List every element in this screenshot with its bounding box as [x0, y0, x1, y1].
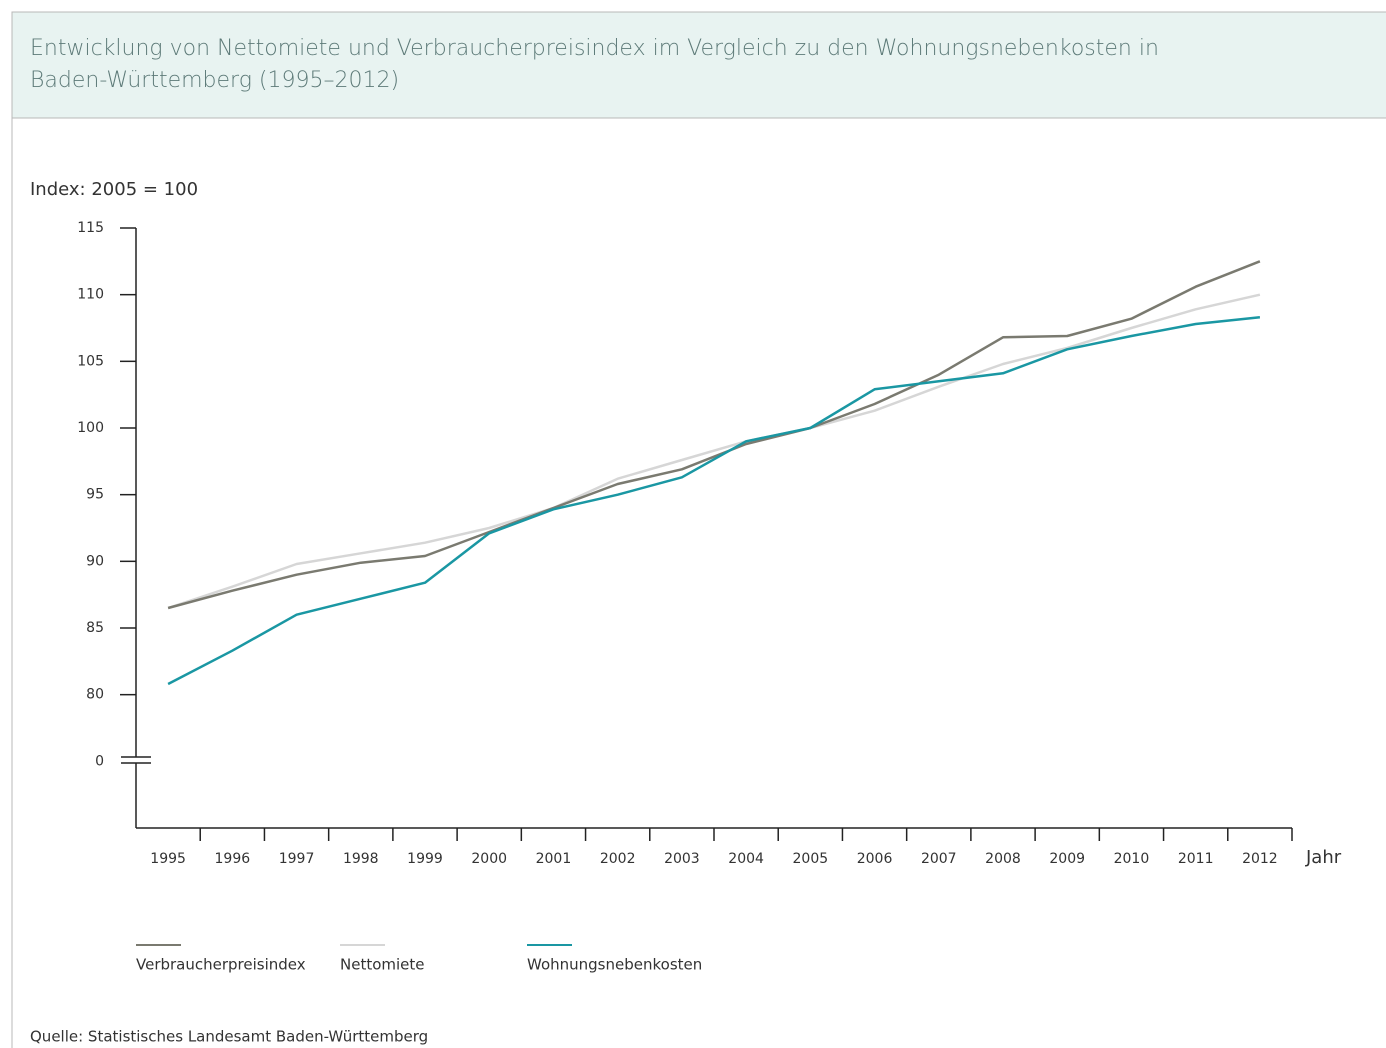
y-tick-label: 85 [86, 620, 104, 636]
line [167, 260, 1261, 610]
y-tick-label: 95 [86, 487, 104, 503]
x-axis-label: Jahr [1305, 847, 1342, 868]
x-tick-label: 2006 [857, 851, 893, 867]
x-tick-label: 1995 [150, 851, 186, 867]
header-band [11, 11, 1386, 119]
x-tick-label: 2008 [985, 851, 1021, 867]
x-tick-label: 2002 [600, 851, 636, 867]
x-tick-label: 1997 [279, 851, 315, 867]
x-tick-label: 2001 [536, 851, 572, 867]
x-tick-label: 1999 [407, 851, 443, 867]
x-tick-label: 2005 [793, 851, 829, 867]
x-tick-label: 1996 [215, 851, 251, 867]
axis-break-gap [128, 757, 144, 763]
x-tick-label: 2009 [1049, 851, 1085, 867]
line [167, 316, 1261, 686]
y-tick-label: 0 [95, 753, 104, 769]
x-tick-label: 2003 [664, 851, 700, 867]
y-axis-label: Index: 2005 = 100 [30, 179, 198, 200]
x-tick-label: 2011 [1178, 851, 1214, 867]
y-tick-label: 80 [86, 687, 104, 703]
x-tick-label: 2000 [471, 851, 507, 867]
chart-title: Entwicklung von Nettomiete und Verbrauch… [30, 36, 1159, 93]
y-tick-label: 100 [77, 420, 104, 436]
x-tick-label: 2010 [1114, 851, 1150, 867]
y-tick-label: 110 [77, 287, 104, 303]
x-tick-label: 2007 [921, 851, 957, 867]
x-tick-label: 1998 [343, 851, 379, 867]
x-tick-label: 2004 [728, 851, 764, 867]
legend-label: Wohnungsnebenkosten [527, 956, 702, 974]
y-tick-label: 115 [77, 220, 104, 236]
line [167, 293, 1261, 610]
y-tick-label: 90 [86, 553, 104, 569]
y-tick-label: 105 [77, 353, 104, 369]
legend-label: Verbraucherpreisindex [136, 956, 306, 974]
source: Quelle: Statistisches Landesamt Baden-Wü… [30, 1028, 428, 1046]
legend-label: Nettomiete [340, 956, 425, 974]
x-tick-label: 2012 [1242, 851, 1278, 867]
